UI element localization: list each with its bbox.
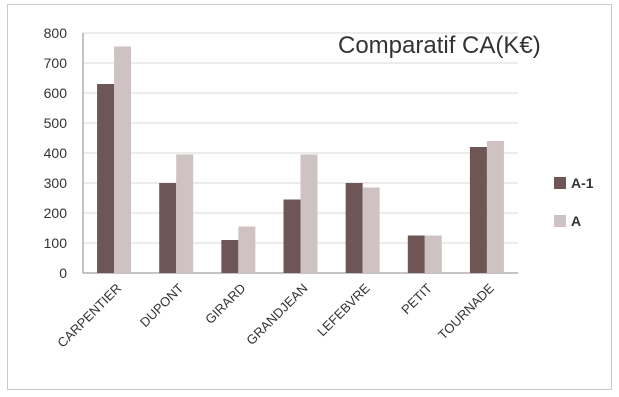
bar-A-1-carpentier <box>97 84 115 273</box>
y-tick-label: 400 <box>44 145 68 161</box>
legend: A-1 A <box>554 175 594 229</box>
bar-A-girard <box>238 226 256 273</box>
bar-chart: 0 100 200 300 400 500 600 700 800 CARPENTIER DUPON… <box>44 25 594 351</box>
bar-A-1-lefebvre <box>345 183 363 273</box>
x-category-label: GIRARD <box>202 281 248 327</box>
chart-title: Comparatif CA(K€) <box>338 32 541 59</box>
bar-A-dupont <box>176 154 194 273</box>
x-category-label: CARPENTIER <box>54 281 124 351</box>
legend-swatch <box>554 177 566 189</box>
bar-A-1-tournade <box>469 147 487 273</box>
y-tick-label: 0 <box>59 265 67 281</box>
y-tick-label: 500 <box>44 115 68 131</box>
bar-A-1-petit <box>407 235 425 273</box>
bar-A-1-grandjean <box>283 199 301 273</box>
legend-label: A-1 <box>571 175 594 191</box>
bar-A-petit <box>424 235 442 273</box>
x-category-label: GRANDJEAN <box>243 281 310 348</box>
legend-label: A <box>571 213 581 229</box>
x-category-label: DUPONT <box>137 280 186 329</box>
bar-A-carpentier <box>114 46 132 273</box>
x-category-label: LEFEBVRE <box>314 280 373 339</box>
y-tick-label: 200 <box>44 205 68 221</box>
x-category-label: PETIT <box>398 280 435 317</box>
bar-A-grandjean <box>300 154 318 273</box>
bar-A-lefebvre <box>362 187 380 273</box>
legend-swatch <box>554 215 566 227</box>
x-category-label: TOURNADE <box>435 280 497 342</box>
y-tick-label: 600 <box>44 85 68 101</box>
y-tick-label: 300 <box>44 175 68 191</box>
bar-A-1-girard <box>221 240 239 273</box>
chart-frame: 0 100 200 300 400 500 600 700 800 CARPENTIER DUPON… <box>7 4 612 390</box>
bar-A-1-dupont <box>159 183 177 273</box>
y-tick-label: 700 <box>44 55 68 71</box>
bars <box>97 46 504 273</box>
y-tick-label: 100 <box>44 235 68 251</box>
bar-A-tournade <box>486 141 504 273</box>
y-tick-label: 800 <box>44 25 68 41</box>
